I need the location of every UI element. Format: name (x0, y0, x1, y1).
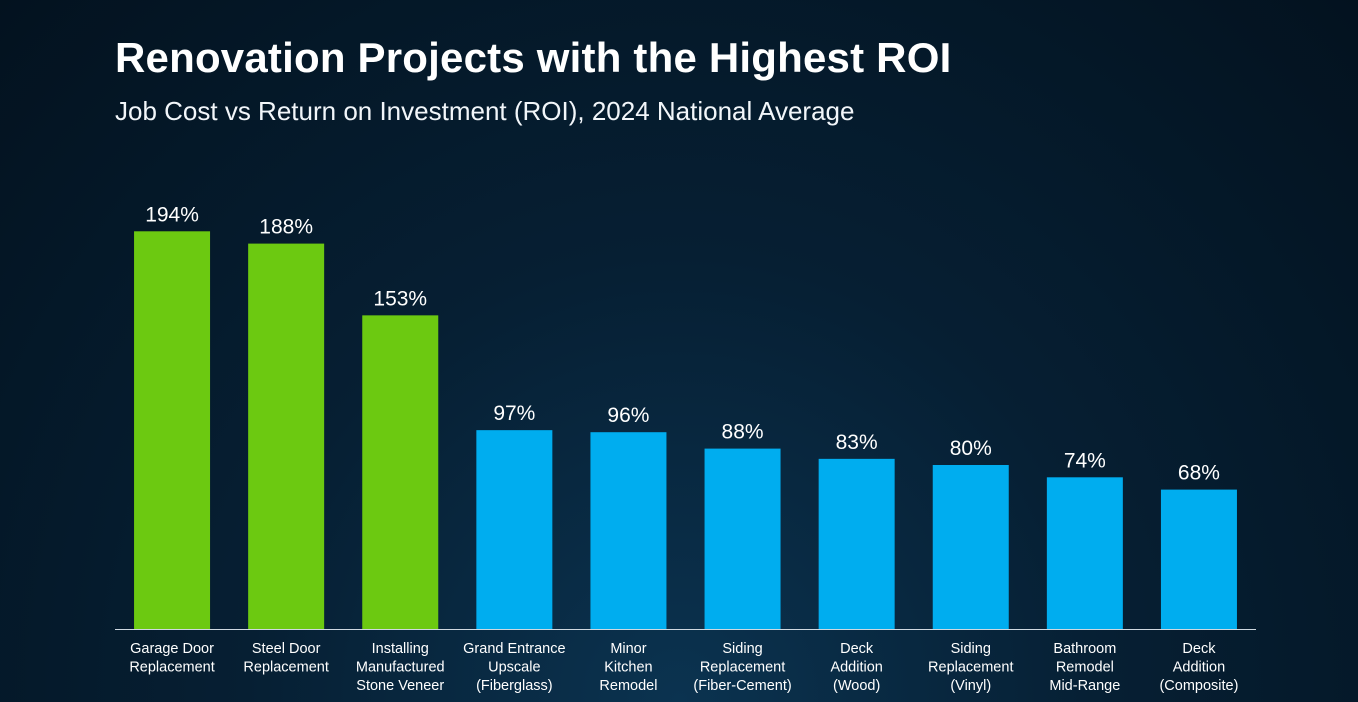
x-tick-label: Deck Addition (Wood) (830, 641, 882, 694)
bars-group (134, 231, 1237, 630)
bar (818, 458, 895, 629)
x-tick-label: Installing Manufactured Stone Veneer (356, 641, 445, 694)
bar-value-label: 80% (950, 437, 992, 460)
x-tick-label-line: Deck (1182, 641, 1216, 657)
x-tick-label: Steel Door Replacement (243, 641, 328, 676)
x-tick-label-line: (Fiberglass) (476, 678, 553, 694)
bar (1046, 477, 1123, 629)
x-tick-label: Grand Entrance Upscale (Fiberglass) (463, 641, 565, 694)
x-tick-label: Garage Door Replacement (129, 641, 214, 676)
x-tick-label-line: Kitchen (604, 660, 652, 676)
x-tick-label-line: Grand Entrance (463, 641, 565, 657)
x-tick-label-line: Manufactured (356, 660, 445, 676)
x-tick-label-line: Addition (830, 660, 882, 676)
bar (1160, 489, 1237, 629)
x-tick-label-line: Installing (372, 641, 429, 657)
bar (362, 315, 439, 629)
bar-value-label: 194% (145, 203, 199, 226)
bar-value-label: 97% (493, 402, 535, 425)
x-tick-label-line: Garage Door (130, 641, 214, 657)
x-tick-label-line: (Wood) (833, 678, 880, 694)
x-tick-label-line: Remodel (1056, 660, 1114, 676)
bar (248, 243, 325, 629)
bar (590, 432, 667, 629)
bar-value-label: 83% (836, 431, 878, 454)
bar-value-label: 68% (1178, 462, 1220, 485)
bar (704, 448, 781, 629)
x-tick-label-line: Replacement (243, 660, 328, 676)
x-tick-label-line: Replacement (928, 660, 1013, 676)
x-tick-label: Deck Addition (Composite) (1159, 641, 1238, 694)
x-tick-label-line: Stone Veneer (356, 678, 444, 694)
chart-subtitle: Job Cost vs Return on Investment (ROI), … (115, 96, 855, 126)
x-tick-label: Siding Replacement (Vinyl) (928, 641, 1013, 694)
bar-value-label: 188% (259, 216, 313, 239)
chart-title: Renovation Projects with the Highest ROI (115, 34, 952, 81)
x-tick-label-line: Steel Door (252, 641, 321, 657)
x-tick-label: Bathroom Remodel Mid-Range (1049, 641, 1120, 694)
x-tick-label-line: Siding (722, 641, 762, 657)
bar (476, 430, 553, 629)
x-tick-label-line: Addition (1173, 660, 1225, 676)
x-tick-label-line: (Fiber-Cement) (693, 678, 791, 694)
value-labels-group: 194% 188% 153% 97% 96% 88% 83% 80% 74% 68% (145, 203, 1220, 484)
x-tick-label-line: Remodel (599, 678, 657, 694)
bar-value-label: 74% (1064, 449, 1106, 472)
x-tick-label-line: (Composite) (1159, 678, 1238, 694)
bar-value-label: 88% (722, 421, 764, 444)
x-tick-label-line: Mid-Range (1049, 678, 1120, 694)
x-tick-label: Siding Replacement (Fiber-Cement) (693, 641, 791, 694)
x-tick-label-line: Deck (840, 641, 874, 657)
bar (932, 465, 1009, 629)
x-tick-label-line: Replacement (129, 660, 214, 676)
x-tick-label-line: Bathroom (1053, 641, 1116, 657)
x-tick-label-line: Upscale (488, 660, 540, 676)
x-tick-label-line: Replacement (700, 660, 785, 676)
x-tick-label-line: Siding (951, 641, 991, 657)
x-tick-label-line: Minor (610, 641, 646, 657)
x-tick-label: Minor Kitchen Remodel (599, 641, 657, 694)
x-tick-label-line: (Vinyl) (950, 678, 991, 694)
bar (134, 231, 211, 630)
bar-value-label: 153% (373, 287, 427, 310)
tick-labels-group: Garage Door Replacement Steel Door Replacem… (129, 641, 1238, 694)
bar-value-label: 96% (607, 404, 649, 427)
